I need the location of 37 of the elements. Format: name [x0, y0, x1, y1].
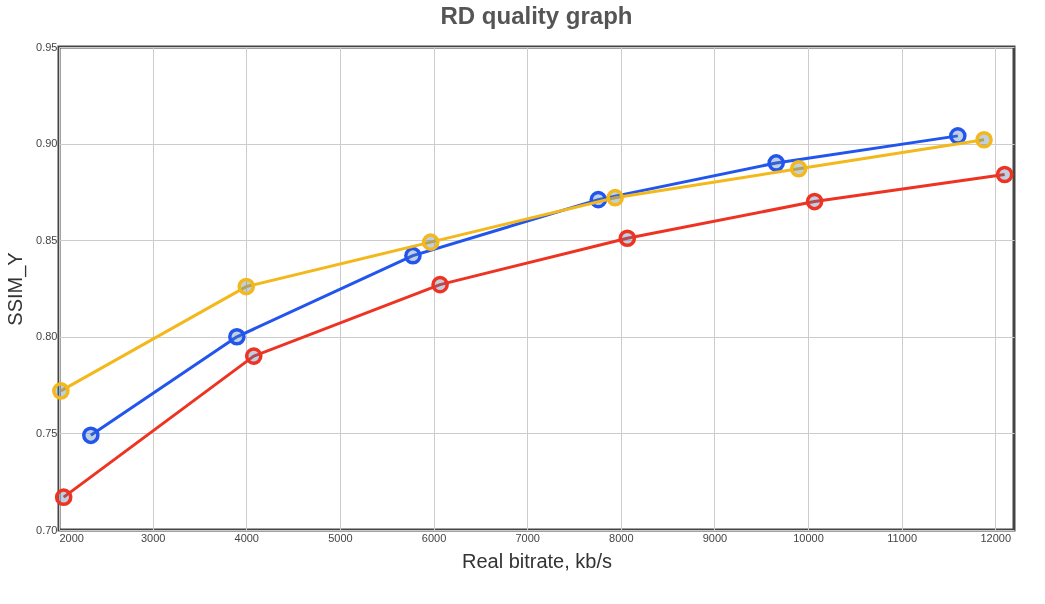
x-tick-label: 7000: [515, 531, 540, 544]
x-tick-label: 3000: [140, 531, 166, 544]
point: [805, 192, 824, 211]
x-tick-label: 9000: [702, 531, 728, 544]
point: [949, 127, 967, 145]
x-tick-label: 10000: [793, 531, 824, 544]
x-tick-label: 2000: [59, 531, 84, 544]
y-axis-title: SSIM_Y: [4, 252, 28, 326]
point: [431, 275, 449, 294]
x-tick-label: 11000: [887, 531, 918, 544]
x-tick-label: 8000: [609, 531, 634, 544]
point: [237, 277, 256, 296]
y-tick-label: 0.90: [36, 137, 58, 150]
x-tick-label: 6000: [421, 531, 447, 544]
y-tick-label: 0.80: [36, 330, 58, 343]
point: [54, 488, 73, 506]
point: [82, 426, 100, 445]
y-tick-label: 0.85: [36, 233, 58, 246]
point: [767, 154, 786, 172]
point: [404, 246, 422, 265]
chart-title: RD quality graph: [440, 2, 633, 29]
point: [975, 130, 993, 149]
point: [52, 382, 70, 400]
x-tick-label: 5000: [328, 531, 353, 544]
point: [228, 327, 246, 346]
y-tick-label: 0.70: [36, 523, 58, 536]
x-tick-label: 12000: [980, 531, 1012, 544]
y-tick-label: 0.75: [36, 426, 58, 439]
x-axis-title: Real bitrate, kb/s: [461, 549, 613, 572]
point: [244, 347, 263, 365]
y-tick-label: 0.95: [36, 40, 58, 53]
point: [789, 159, 808, 178]
point: [995, 165, 1014, 184]
point: [606, 188, 624, 207]
x-tick-label: 4000: [234, 531, 259, 544]
point: [618, 229, 637, 248]
point: [421, 233, 440, 251]
